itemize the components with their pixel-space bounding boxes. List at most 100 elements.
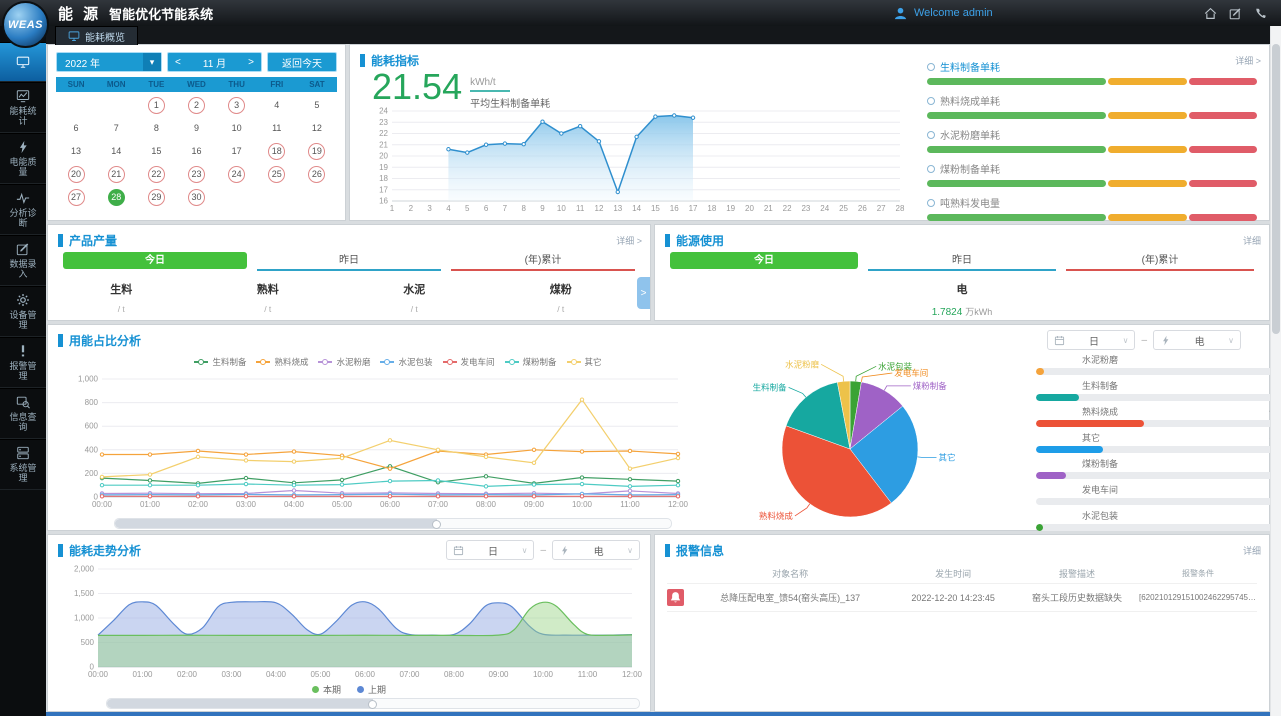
svg-text:06:00: 06:00 [380, 500, 401, 509]
edit-icon[interactable] [1229, 7, 1242, 20]
calendar-day[interactable]: 17 [231, 146, 242, 156]
sidebar-item-energy-stats[interactable]: 能耗统计 [0, 82, 46, 133]
kpi-gauge-item[interactable]: 熟料烧成单耗 [927, 93, 1257, 119]
sidebar-item-overview[interactable] [0, 42, 46, 82]
energy-use-tab[interactable]: 昨日 [868, 252, 1056, 271]
energy-use-tab[interactable]: 今日 [670, 252, 858, 269]
carousel-next-button[interactable] [637, 277, 650, 309]
calendar-day-marked[interactable]: 24 [228, 165, 246, 183]
trend-datazoom-slider[interactable] [106, 698, 640, 709]
svg-text:03:00: 03:00 [236, 500, 257, 509]
calendar-day[interactable]: 11 [272, 123, 282, 133]
legend-item[interactable]: 上期 [357, 683, 386, 696]
sidebar-item-power-quality[interactable]: 电能质量 [0, 133, 46, 184]
weekday-label: TUE [148, 80, 165, 89]
calendar-day-marked[interactable]: 27 [67, 188, 85, 206]
sidebar-item-info-query[interactable]: 信息查询 [0, 388, 46, 439]
today-button[interactable]: 返回今天 [267, 52, 337, 72]
legend-item[interactable]: 发电车间 [442, 356, 495, 368]
calendar-day[interactable]: 16 [191, 146, 202, 156]
next-month-button[interactable]: > [248, 56, 254, 68]
calendar-day[interactable]: 8 [153, 123, 159, 133]
scrollbar-thumb[interactable] [1272, 44, 1280, 334]
ratio-datazoom-slider[interactable] [114, 518, 672, 529]
legend-item[interactable]: 其它 [566, 356, 602, 368]
calendar-day[interactable]: 4 [274, 100, 280, 110]
calendar-day-marked[interactable]: 2 [187, 96, 205, 114]
sidebar-item-data-entry[interactable]: 数据录入 [0, 235, 46, 286]
more-link[interactable]: 详细 [1242, 546, 1261, 556]
prev-month-button[interactable]: < [175, 56, 181, 68]
calendar-day-marked[interactable]: 25 [268, 165, 286, 183]
calendar-day[interactable]: 14 [111, 146, 122, 156]
kpi-gauge-item[interactable]: 吨熟料发电量 [927, 195, 1257, 221]
welcome-user[interactable]: Welcome admin [893, 0, 993, 26]
calendar-cell [96, 95, 136, 115]
svg-text:14: 14 [632, 204, 641, 213]
more-link[interactable]: 详细 > [616, 236, 642, 246]
sidebar: 能耗统计电能质量分析诊断 数据录入 设备管理 报警管理 信息查询系统管理 [0, 26, 46, 716]
home-icon[interactable] [1204, 7, 1217, 20]
calendar-day-marked[interactable]: 1 [147, 96, 165, 114]
ratio-line-chart: 0 200 400 600 800 1,000 00:00 01:00 02:00 03:00 04… [78, 375, 689, 510]
legend-item[interactable]: 熟料烧成 [256, 356, 308, 368]
calendar-day[interactable]: 9 [193, 123, 199, 133]
calendar-day-marked[interactable]: 23 [187, 165, 205, 183]
energy-use-tab[interactable]: (年)累计 [1066, 252, 1254, 271]
year-select[interactable]: 2022 年 [56, 52, 162, 72]
legend-item[interactable]: 煤粉制备 [504, 356, 557, 368]
product-name: 煤粉 [549, 284, 572, 296]
alarm-row[interactable]: 总降压配电室_馈54(窑头高压)_137 2022-12-20 14:23:45… [667, 583, 1257, 612]
calendar-day[interactable]: 6 [73, 123, 79, 133]
calendar-day-marked[interactable]: 18 [268, 142, 286, 160]
ranking-bar [1036, 446, 1281, 453]
svg-text:12:00: 12:00 [622, 670, 642, 679]
calendar-day[interactable]: 12 [311, 123, 322, 133]
sidebar-item-system-management[interactable]: 系统管理 [0, 439, 46, 490]
ranking-row: 其它25.48% [1036, 431, 1281, 453]
calendar-day[interactable]: 10 [231, 123, 242, 133]
calendar-day[interactable]: 7 [113, 123, 119, 133]
sidebar-item-label: 系统管理 [9, 463, 37, 483]
page-scrollbar[interactable] [1270, 26, 1281, 716]
brand-logo[interactable]: WEAS [2, 1, 49, 48]
more-link[interactable]: 详细 [1242, 236, 1261, 246]
svg-text:01:00: 01:00 [132, 670, 153, 679]
kpi-gauge-item[interactable]: 煤粉制备单耗 [927, 161, 1257, 187]
energy-type-select[interactable]: 电 [1153, 330, 1241, 350]
product-unit: / t [117, 304, 125, 314]
calendar-day-marked[interactable]: 22 [147, 165, 165, 183]
calendar-day-marked[interactable]: 30 [187, 188, 205, 206]
calendar-day-marked[interactable]: 21 [107, 165, 125, 183]
tab-energy-overview[interactable]: 能耗概览 [55, 26, 138, 45]
calendar-day-marked[interactable]: 20 [67, 165, 85, 183]
product-tab[interactable]: 昨日 [257, 252, 441, 271]
legend-item[interactable]: 本期 [311, 683, 341, 696]
period-select[interactable]: 日 [446, 540, 535, 560]
legend-item[interactable]: 生料制备 [194, 356, 246, 368]
period-select[interactable]: 日 [1047, 330, 1136, 350]
legend-item[interactable]: 水泥包装 [380, 356, 433, 368]
energy-type-select[interactable]: 电 [552, 540, 640, 560]
sidebar-item-device-management[interactable]: 设备管理 [0, 286, 46, 337]
phone-icon[interactable] [1254, 7, 1267, 20]
product-tab[interactable]: (年)累计 [451, 252, 635, 271]
calendar-day-marked[interactable]: 3 [228, 96, 246, 114]
legend-label: 熟料烧成 [274, 357, 309, 367]
more-link[interactable]: 详细 > [1235, 56, 1261, 66]
sidebar-item-label: 电能质量 [9, 157, 37, 177]
legend-item[interactable]: 水泥粉磨 [318, 356, 370, 368]
calendar-day-marked[interactable]: 29 [147, 188, 165, 206]
sidebar-item-analysis-diagnosis[interactable]: 分析诊断 [0, 184, 46, 235]
calendar-cell: 15 [136, 141, 176, 161]
product-tab[interactable]: 今日 [63, 252, 247, 269]
kpi-gauge-item[interactable]: 水泥粉磨单耗 [927, 127, 1257, 153]
calendar-day-selected[interactable]: 28 [107, 188, 125, 206]
calendar-day[interactable]: 5 [314, 100, 320, 110]
calendar-day-marked[interactable]: 26 [308, 165, 326, 183]
calendar-day[interactable]: 15 [151, 146, 162, 156]
calendar-day-marked[interactable]: 19 [308, 142, 326, 160]
sidebar-item-alarm-management[interactable]: 报警管理 [0, 337, 46, 388]
calendar-day[interactable]: 13 [71, 146, 82, 156]
kpi-gauge-active[interactable]: 生料制备单耗 [927, 59, 1257, 85]
